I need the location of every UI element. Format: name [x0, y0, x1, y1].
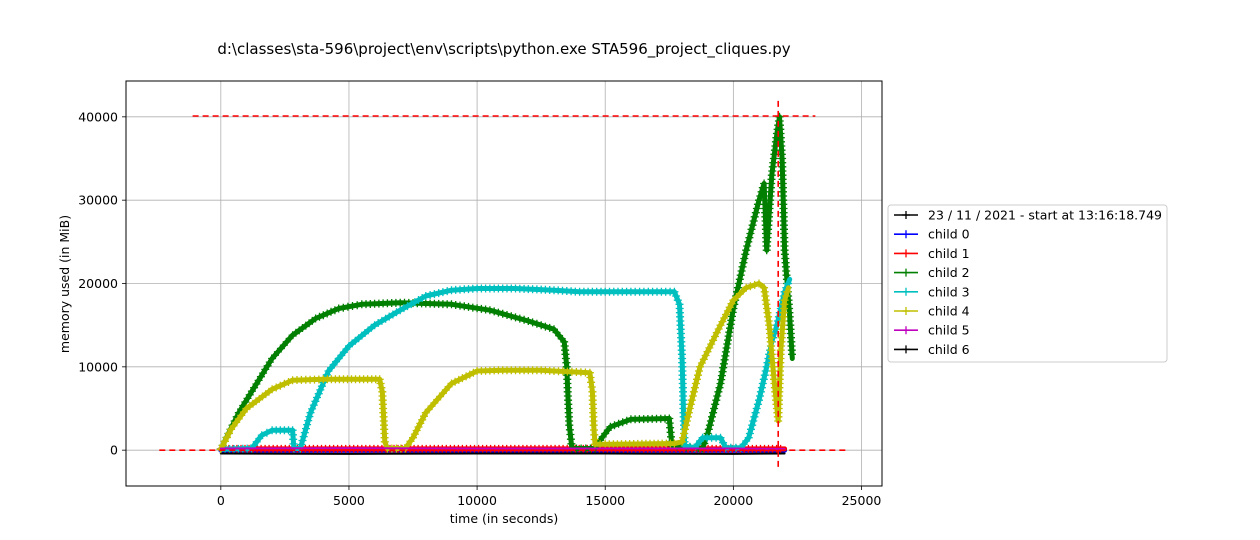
y-axis-ticks: 0 10000 20000 30000 40000	[78, 109, 126, 458]
y-tick-label: 40000	[78, 109, 118, 124]
legend: 23 / 11 / 2021 - start at 13:16:18.749 ch…	[887, 204, 1168, 363]
legend-marker	[902, 230, 910, 239]
legend-marker	[902, 211, 910, 219]
y-tick-label: 30000	[78, 193, 118, 208]
legend-entry: child 0	[894, 227, 970, 242]
series-markers	[216, 112, 796, 454]
grid-lines	[126, 81, 882, 486]
chart-title: d:\classes\sta-596\project\env\scripts\p…	[217, 40, 790, 59]
x-tick-label: 15000	[585, 493, 625, 508]
series-3	[216, 112, 796, 454]
series-line	[219, 447, 786, 450]
x-tick-label: 25000	[842, 493, 882, 508]
x-axis-label: time (in seconds)	[450, 511, 558, 526]
legend-marker	[902, 326, 910, 335]
legend-label: child 3	[928, 284, 970, 299]
y-axis-label: memory used (in MiB)	[57, 215, 72, 353]
reference-lines	[159, 98, 847, 467]
legend-frame	[887, 204, 1168, 363]
legend-marker	[902, 268, 910, 277]
legend-marker	[902, 287, 910, 296]
legend-label: child 4	[928, 304, 970, 319]
y-tick-label: 10000	[78, 359, 118, 374]
legend-entry: child 5	[894, 323, 970, 338]
series-4	[216, 276, 793, 454]
series-markers	[216, 279, 792, 454]
legend-label: child 1	[928, 246, 970, 261]
legend-label: 23 / 11 / 2021 - start at 13:16:18.749	[928, 208, 1162, 223]
legend-entry: child 6	[894, 342, 970, 357]
x-tick-label: 5000	[333, 493, 365, 508]
series-line	[218, 276, 793, 452]
legend-entry: child 1	[894, 246, 970, 261]
y-tick-label: 20000	[78, 276, 118, 291]
x-tick-label: 0	[217, 493, 225, 508]
legend-label: child 0	[928, 227, 970, 242]
y-tick-label: 0	[110, 443, 118, 458]
legend-label: child 6	[928, 342, 970, 357]
x-tick-label: 20000	[713, 493, 753, 508]
series-markers	[216, 279, 792, 454]
legend-entry: child 4	[894, 304, 970, 319]
legend-label: child 2	[928, 265, 970, 280]
x-tick-label: 10000	[457, 493, 497, 508]
legend-entry: 23 / 11 / 2021 - start at 13:16:18.749	[894, 208, 1162, 223]
legend-marker	[902, 345, 910, 354]
series-5	[216, 279, 792, 454]
legend-marker	[902, 249, 910, 258]
legend-label: child 5	[928, 323, 970, 338]
x-axis-ticks: 0 5000 10000 15000 20000 25000	[217, 486, 882, 508]
series-line	[218, 114, 795, 452]
legend-entry: child 2	[894, 265, 970, 280]
series-6	[219, 447, 786, 450]
legend-entry: child 3	[894, 284, 970, 299]
legend-marker	[902, 307, 910, 315]
